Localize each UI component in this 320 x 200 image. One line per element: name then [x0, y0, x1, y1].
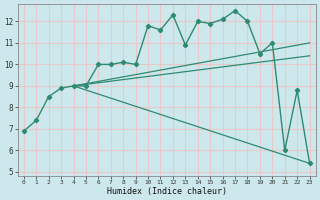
X-axis label: Humidex (Indice chaleur): Humidex (Indice chaleur)	[107, 187, 227, 196]
